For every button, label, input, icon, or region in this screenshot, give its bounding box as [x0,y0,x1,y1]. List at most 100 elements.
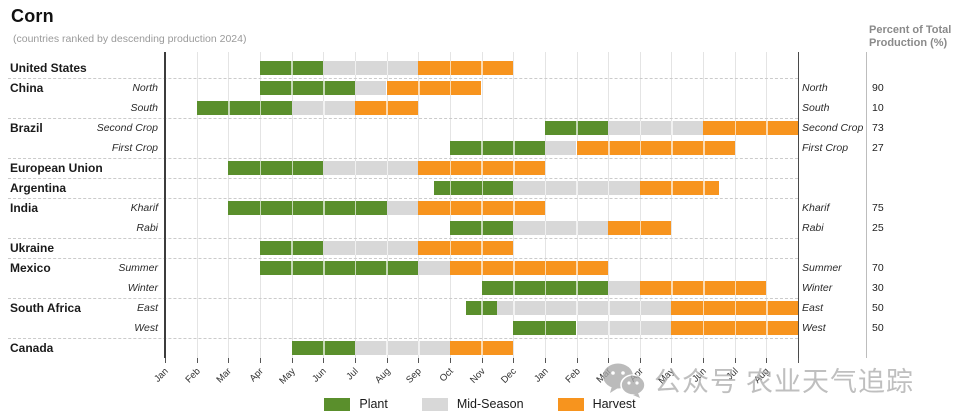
chart-right-border [798,52,799,358]
x-axis-tick [291,358,293,363]
x-axis-tick [449,358,451,363]
x-axis-tick [608,358,610,363]
mid-bar [354,341,450,355]
bar-month-divider [418,81,420,95]
mid-bar [291,101,355,115]
bar-month-divider [481,181,483,195]
mid-bar [418,261,450,275]
mid-bar [576,321,672,335]
x-axis-tick [703,358,704,363]
bar-month-divider [354,201,357,215]
harvest-bar [449,261,609,275]
bar-month-divider [576,121,578,135]
row-label-season-left: Winter [127,282,158,294]
bar-month-divider [323,261,325,275]
bar-month-divider [734,321,737,335]
bar-month-divider [576,221,578,235]
month-gridline [608,52,610,358]
x-axis-tick [354,358,356,363]
page-subtitle: (countries ranked by descending producti… [13,33,247,45]
plant-swatch-icon [324,397,351,411]
month-gridline [766,52,768,358]
bar-month-divider [354,261,357,275]
month-gridline [639,52,641,358]
wechat-icon [602,362,646,398]
plant-bar [259,241,324,255]
row-label-season-right: Rabi [802,222,824,234]
percent-of-production-value: 50 [872,322,884,334]
plant-bar [228,201,387,215]
x-axis-tick [418,358,420,363]
bar-month-divider [576,261,578,275]
plant-bar [196,101,292,115]
x-axis-tick [165,358,166,363]
bar-month-divider [386,261,388,275]
x-axis-tick [228,358,230,363]
mid-season-swatch-icon [421,397,448,411]
bar-month-divider [259,101,262,115]
bar-month-divider [544,321,547,335]
bar-month-divider [734,281,737,295]
bar-month-divider [481,221,483,235]
percent-header-line1: Percent of Total [869,24,952,36]
row-label-season-right: Kharif [802,202,830,214]
percent-of-production-value: 70 [872,262,884,274]
row-label-country: South Africa [10,301,81,315]
row-label-country: Argentina [10,181,67,195]
mid-bar [608,121,703,135]
bar-month-divider [544,281,547,295]
bar-month-divider [734,121,737,135]
plant-bar [449,221,514,235]
bar-month-divider [703,141,705,155]
watermark-text-name: 农业天气追踪 [746,367,914,397]
bar-month-divider [703,281,705,295]
bar-month-divider [639,321,642,335]
legend-item-mid-season: Mid-Season [421,397,524,411]
country-separator [8,118,798,119]
bar-month-divider [544,181,547,195]
x-axis-tick [576,358,578,363]
harvest-bar [418,61,514,75]
bar-month-divider [702,321,705,335]
bar-month-divider [449,181,452,195]
mid-bar [608,281,640,295]
bar-month-divider [608,141,610,155]
row-label-season-left: South [130,102,158,114]
bar-month-divider [766,301,768,315]
row-label-season-right: East [802,302,824,314]
x-axis-tick [259,358,261,363]
row-label-season-right: First Crop [802,142,849,154]
row-label-country: United States [10,61,87,75]
legend-item-plant: Plant [324,397,388,411]
bar-month-divider [702,301,705,315]
row-label-season-left: East [136,302,158,314]
percent-of-production-value: 10 [872,102,884,114]
row-label-season-left: Rabi [136,222,158,234]
bar-month-divider [608,321,610,335]
bar-month-divider [576,181,578,195]
bar-month-divider [449,81,452,95]
row-label-season-left: North [132,82,158,94]
bar-month-divider [354,241,357,255]
harvest-bar [418,161,545,175]
mid-bar [513,221,608,235]
bar-month-divider [481,61,483,75]
row-label-country: Ukraine [10,241,55,255]
x-axis-tick [386,358,388,363]
bar-month-divider [259,161,262,175]
bar-month-divider [418,341,420,355]
plant-bar [259,81,355,95]
plant-bar [481,281,609,295]
percent-of-production-value: 75 [872,202,884,214]
bar-month-divider [481,301,483,315]
bar-month-divider [766,121,768,135]
row-label-season-right: North [802,82,828,94]
row-label-country: Mexico [10,261,51,275]
legend-label-plant: Plant [359,397,388,411]
bar-month-divider [513,261,515,275]
bar-month-divider [449,241,452,255]
bar-month-divider [513,141,515,155]
row-label-season-left: Kharif [130,202,158,214]
bar-month-divider [513,201,515,215]
bar-month-divider [513,281,515,295]
